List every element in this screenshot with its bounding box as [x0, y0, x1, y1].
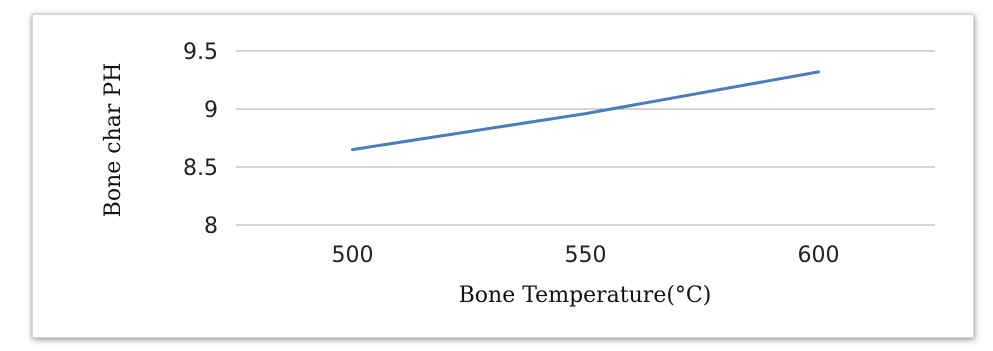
x-axis-title: Bone Temperature(°C) — [459, 283, 712, 308]
series-lines — [351, 70, 820, 152]
x-tick-label: 600 — [798, 243, 840, 268]
gridlines — [236, 50, 935, 226]
y-axis-title: Bone char PH — [101, 63, 126, 218]
x-tick-label: 500 — [332, 243, 374, 268]
x-tick-label: 550 — [565, 243, 607, 268]
y-tick-label: 8.5 — [183, 156, 218, 181]
series-line-0 — [351, 70, 820, 152]
x-tick-labels: 500 550 600 — [332, 243, 840, 268]
y-tick-label: 8 — [204, 214, 218, 239]
chart-frame — [32, 14, 974, 338]
y-tick-label: 9 — [204, 98, 218, 123]
y-tick-labels: 8 8.5 9 9.5 — [183, 40, 218, 239]
y-tick-label: 9.5 — [183, 40, 218, 65]
